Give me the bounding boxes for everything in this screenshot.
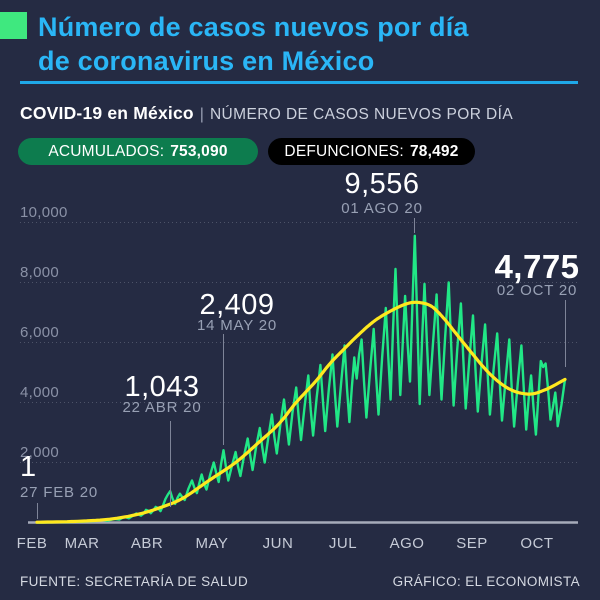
x-tick-label: SEP <box>456 535 488 552</box>
chart-subtitle-separator: | <box>199 106 204 123</box>
annotation-pointer <box>170 421 171 507</box>
x-tick-label: FEB <box>16 535 48 552</box>
y-tick-label: 4,000 <box>20 383 60 401</box>
y-tick-label: 2,000 <box>20 443 60 461</box>
accumulated-value: 753,090 <box>170 142 228 160</box>
x-tick-label: ABR <box>130 535 164 552</box>
annotation-date: 22 ABR 20 <box>122 399 202 416</box>
annotation-pointer <box>414 218 415 233</box>
chart-subtitle-rest: NÚMERO DE CASOS NUEVOS POR DÍA <box>209 106 514 123</box>
accumulated-label: ACUMULADOS: <box>48 142 165 160</box>
accent-square <box>0 12 27 39</box>
deaths-value: 78,492 <box>409 142 459 160</box>
source-credit: FUENTE: SECRETARÍA DE SALUD <box>20 574 249 589</box>
series-path <box>35 234 567 524</box>
chart-subtitle: COVID-19 en México | NÚMERO DE CASOS NUEVO… <box>20 103 590 124</box>
x-tick-label: JUL <box>328 535 358 552</box>
annotation-value: 9,556 <box>344 168 420 200</box>
deaths-badge: DEFUNCIONES: 78,492 <box>268 138 475 165</box>
x-tick-label: MAY <box>195 535 229 552</box>
annotation-value: 1,043 <box>124 371 200 403</box>
page-title: Número de casos nuevos por día de corona… <box>38 10 578 78</box>
chart-subtitle-bold: COVID-19 en México <box>20 103 194 123</box>
y-tick-label: 10,000 <box>20 203 68 221</box>
title-underline <box>20 81 578 84</box>
graphic-credit: GRÁFICO: EL ECONOMISTA <box>392 574 580 589</box>
deaths-label: DEFUNCIONES: <box>284 142 404 160</box>
x-tick-label: MAR <box>64 535 100 552</box>
series-path <box>35 300 567 524</box>
y-tick-label: 8,000 <box>20 263 60 281</box>
annotation-pointer <box>37 503 38 519</box>
y-tick-label: 6,000 <box>20 323 60 341</box>
x-tick-label: AGO <box>389 535 425 552</box>
annotation-value: 1 <box>20 451 37 483</box>
x-tick-label: OCT <box>520 535 554 552</box>
annotation-date: 01 AGO 20 <box>341 200 423 217</box>
page-title-line1: Número de casos nuevos por día <box>38 12 469 42</box>
annotation-value: 2,409 <box>199 289 275 321</box>
accumulated-badge: ACUMULADOS: 753,090 <box>18 138 258 165</box>
annotation-pointer <box>223 334 224 445</box>
annotation-date: 02 OCT 20 <box>496 282 578 299</box>
annotation-pointer <box>565 300 566 367</box>
page-title-line2: de coronavirus en México <box>38 46 375 76</box>
annotation-date: 14 MAY 20 <box>196 317 278 334</box>
annotation-value: 4,775 <box>494 248 580 285</box>
x-tick-label: JUN <box>262 535 294 552</box>
annotation-date: 27 FEB 20 <box>20 484 99 501</box>
